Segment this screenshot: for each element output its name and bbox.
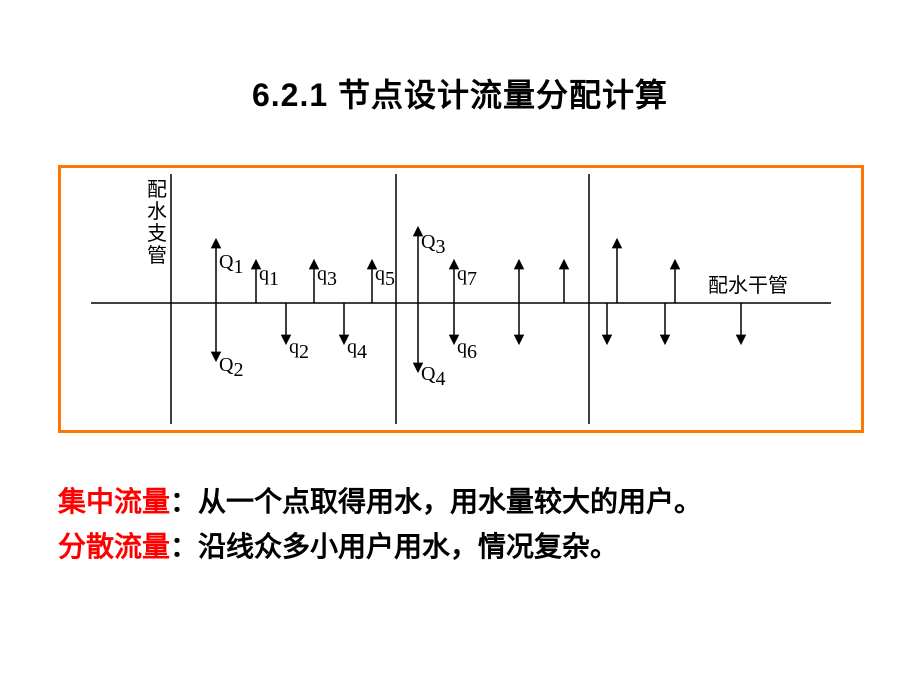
svg-text:Q1: Q1 bbox=[219, 251, 243, 278]
term-1: 集中流量 bbox=[58, 486, 170, 517]
text-2: 沿线众多小用户用水，情况复杂。 bbox=[198, 531, 618, 562]
colon-2: ： bbox=[170, 531, 198, 562]
svg-text:q7: q7 bbox=[457, 263, 477, 290]
diagram-container: Q1 q1 q3 q5 Q3 q7 Q2 q2 q4 Q4 q6 配水支管配水干管 bbox=[58, 165, 864, 433]
svg-text:q1: q1 bbox=[259, 263, 279, 290]
svg-text:q3: q3 bbox=[317, 263, 337, 290]
svg-text:q6: q6 bbox=[457, 336, 477, 363]
flow-diagram: Q1 q1 q3 q5 Q3 q7 Q2 q2 q4 Q4 q6 配水支管配水干管 bbox=[61, 168, 861, 430]
svg-text:Q2: Q2 bbox=[219, 354, 243, 381]
svg-text:配水干管: 配水干管 bbox=[708, 274, 788, 297]
colon-1: ： bbox=[170, 486, 198, 517]
svg-text:水: 水 bbox=[147, 200, 167, 223]
svg-text:支: 支 bbox=[147, 222, 167, 245]
desc-line-1: 集中流量：从一个点取得用水，用水量较大的用户。 bbox=[58, 480, 702, 525]
term-2: 分散流量 bbox=[58, 531, 170, 562]
svg-text:Q3: Q3 bbox=[421, 231, 445, 258]
svg-text:配: 配 bbox=[147, 179, 167, 201]
svg-text:管: 管 bbox=[147, 244, 167, 267]
svg-text:Q4: Q4 bbox=[421, 363, 445, 390]
desc-line-2: 分散流量：沿线众多小用户用水，情况复杂。 bbox=[58, 525, 702, 570]
description-block: 集中流量：从一个点取得用水，用水量较大的用户。 分散流量：沿线众多小用户用水，情… bbox=[58, 480, 702, 570]
page-title: 6.2.1 节点设计流量分配计算 bbox=[0, 0, 920, 116]
svg-text:q2: q2 bbox=[289, 336, 309, 363]
svg-text:q4: q4 bbox=[347, 336, 367, 363]
svg-text:q5: q5 bbox=[375, 263, 395, 290]
text-1: 从一个点取得用水，用水量较大的用户。 bbox=[198, 486, 702, 517]
